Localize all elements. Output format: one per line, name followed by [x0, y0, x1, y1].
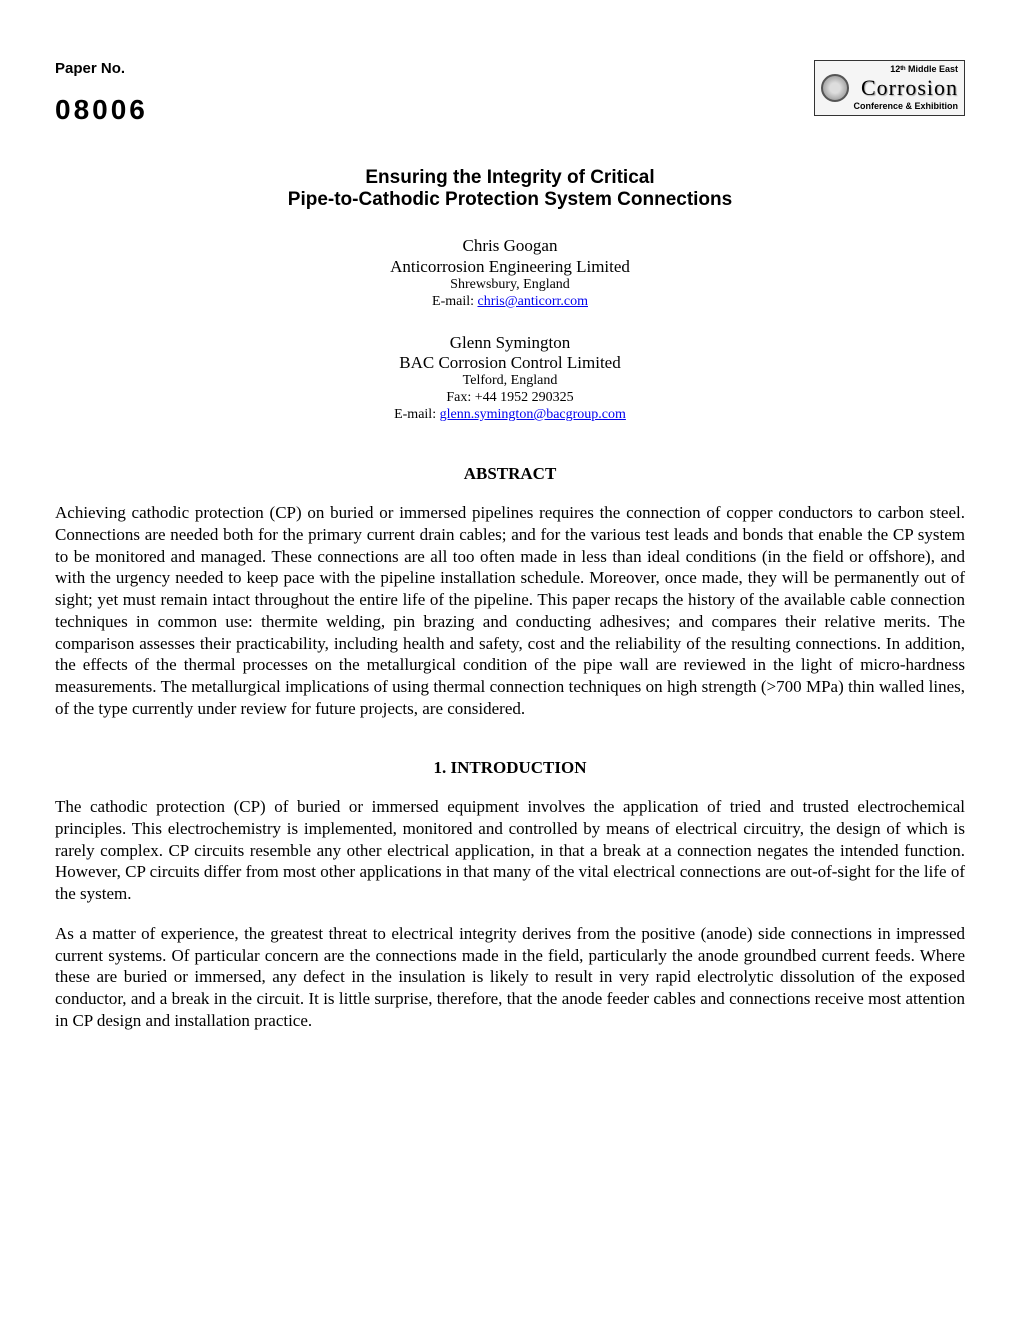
author-name: Glenn Symington — [55, 333, 965, 353]
author-email-line: E-mail: chris@anticorr.com — [55, 294, 965, 311]
email-link[interactable]: glenn.symington@bacgroup.com — [440, 407, 626, 422]
paper-label: Paper No. — [55, 60, 148, 78]
author-affiliation: BAC Corrosion Control Limited — [55, 353, 965, 373]
email-prefix: E-mail: — [432, 294, 478, 309]
paper-number-block: Paper No. 08006 — [55, 60, 148, 127]
logo-swirl-icon — [821, 74, 849, 102]
author-location: Telford, England — [55, 373, 965, 390]
author-fax-line: Fax: +44 1952 290325 — [55, 390, 965, 407]
author-email-line: E-mail: glenn.symington@bacgroup.com — [55, 407, 965, 424]
author-name: Chris Googan — [55, 236, 965, 256]
intro-paragraph-2: As a matter of experience, the greatest … — [55, 923, 965, 1032]
title-line-1: Ensuring the Integrity of Critical — [365, 167, 654, 188]
author-block-2: Glenn Symington BAC Corrosion Control Li… — [55, 333, 965, 424]
author-block-1: Chris Googan Anticorrosion Engineering L… — [55, 236, 965, 310]
introduction-heading: 1. INTRODUCTION — [55, 758, 965, 778]
author-location: Shrewsbury, England — [55, 277, 965, 294]
logo-middle-text: Corrosion — [853, 75, 958, 101]
document-header: Paper No. 08006 12ᵗʰ Middle East Corrosi… — [55, 60, 965, 127]
paper-title: Ensuring the Integrity of Critical Pipe-… — [55, 167, 965, 213]
logo-text-block: 12ᵗʰ Middle East Corrosion Conference & … — [853, 64, 958, 112]
title-line-2: Pipe-to-Cathodic Protection System Conne… — [288, 189, 732, 210]
email-prefix: E-mail: — [394, 407, 440, 422]
abstract-heading: ABSTRACT — [55, 464, 965, 484]
intro-paragraph-1: The cathodic protection (CP) of buried o… — [55, 796, 965, 905]
author-affiliation: Anticorrosion Engineering Limited — [55, 257, 965, 277]
conference-logo: 12ᵗʰ Middle East Corrosion Conference & … — [814, 60, 965, 116]
logo-top-text: 12ᵗʰ Middle East — [853, 64, 958, 75]
logo-bottom-text: Conference & Exhibition — [853, 101, 958, 112]
abstract-text: Achieving cathodic protection (CP) on bu… — [55, 502, 965, 720]
paper-id: 08006 — [55, 93, 148, 127]
email-link[interactable]: chris@anticorr.com — [478, 294, 588, 309]
